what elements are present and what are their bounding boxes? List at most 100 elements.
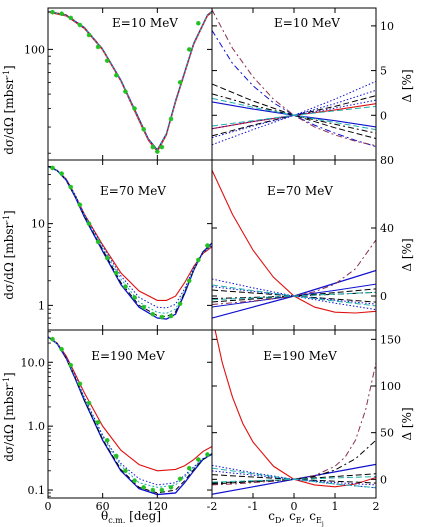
data-point	[114, 72, 119, 78]
right-ylabel-top: Δ [%]	[400, 69, 414, 102]
energy-annotation: E=70 MeV	[100, 184, 166, 198]
data-point	[168, 313, 174, 319]
data-point	[132, 295, 137, 300]
data-point	[59, 171, 64, 176]
x-tick-label: 0	[291, 500, 298, 513]
data-point	[68, 362, 74, 368]
energy-annotation: E=70 MeV	[267, 184, 333, 198]
data-point	[205, 243, 210, 248]
curve-0-1	[48, 11, 212, 153]
energy-annotation: E=10 MeV	[274, 16, 340, 30]
panel-4: 0 60 120 0.1 1.0 10.0 E=190 MeV	[21, 329, 213, 513]
plot-area-3	[212, 169, 376, 319]
y-tick-label: 0	[380, 473, 387, 486]
curve-5-3	[212, 439, 376, 484]
y-tick-label: 100	[380, 380, 401, 393]
data-point	[168, 116, 174, 122]
curve-1-11	[212, 105, 376, 127]
data-point	[155, 149, 160, 154]
y-tick-label: 100	[24, 43, 45, 56]
data-point	[95, 239, 101, 245]
y-tick-label: 10	[380, 20, 394, 33]
left-xlabel: θc.m. [deg]	[101, 509, 161, 525]
data-point	[186, 465, 192, 471]
curve-1-7	[212, 80, 376, 146]
data-point	[59, 346, 64, 352]
y-tick-label: 80	[380, 154, 394, 167]
data-point	[114, 453, 119, 459]
panel-frame	[211, 7, 377, 161]
right-ylabel-bottom: Δ [%]	[400, 407, 414, 440]
data-point	[77, 381, 83, 387]
curve-3-3	[212, 239, 376, 305]
y-tick-label: 10	[31, 218, 45, 231]
left-ylabel-bottom: dσ/dΩ [mbsr-1]	[2, 372, 16, 461]
energy-annotation: E=190 MeV	[91, 349, 165, 363]
panel-frame	[47, 7, 213, 161]
y-tick-label: 10.0	[21, 356, 46, 369]
curve-1-0	[212, 103, 376, 130]
data-point	[150, 487, 156, 493]
y-tick-label: 40	[380, 222, 394, 235]
curve-0-3	[48, 11, 212, 152]
y-tick-label: 1.0	[28, 420, 46, 433]
curve-1-4	[212, 83, 376, 140]
plot-area-4	[48, 336, 212, 496]
right-ylabel-middle: Δ [%]	[400, 238, 414, 271]
curve-1-6	[212, 93, 376, 134]
data-point	[50, 165, 55, 171]
panel-3: 0 40 80 E=70 MeV	[211, 154, 394, 331]
data-point	[196, 457, 201, 462]
curve-5-9	[212, 476, 376, 483]
data-point	[205, 452, 210, 457]
data-point	[77, 202, 83, 208]
x-tick-label: 1	[332, 500, 339, 513]
y-tick-label: 50	[380, 427, 394, 440]
data-point	[123, 89, 128, 94]
data-point	[141, 304, 146, 310]
data-point	[114, 270, 119, 276]
right-xlabel: cD, cE, cEj	[268, 509, 324, 527]
curve-4-4	[48, 336, 212, 486]
curve-0-0	[48, 10, 212, 152]
data-point	[177, 301, 183, 306]
data-point	[123, 468, 128, 474]
data-point	[50, 9, 55, 15]
data-point	[159, 487, 165, 493]
y-tick-label: 5	[380, 65, 387, 78]
curve-1-2	[212, 30, 376, 148]
x-tick-label: 2	[373, 500, 380, 513]
curve-5-2	[212, 362, 376, 486]
energy-annotation: E=10 MeV	[112, 16, 178, 30]
data-point	[86, 32, 92, 38]
curve-1-8	[212, 89, 376, 139]
data-point	[123, 284, 128, 289]
curve-4-3	[48, 336, 212, 488]
data-point	[186, 47, 192, 52]
data-point	[104, 255, 110, 261]
data-point	[68, 15, 74, 21]
energy-annotation: E=190 MeV	[263, 349, 337, 363]
panel-0: 100 E=10 MeV	[24, 7, 213, 161]
y-tick-label: 0	[380, 290, 387, 303]
curve-1-3	[212, 9, 376, 147]
data-point	[159, 144, 165, 150]
panel-5: -2 -1 0 1 2 0 50 100 150 E=190 MeV	[207, 329, 401, 513]
curve-3-1	[212, 269, 376, 319]
data-point	[186, 278, 192, 284]
x-tick-label: 60	[96, 500, 110, 513]
y-tick-label: 1	[38, 299, 45, 312]
curve-5-7	[212, 470, 376, 486]
curve-1-9	[212, 99, 376, 130]
plot-area-2	[48, 165, 212, 320]
curve-2-4	[48, 166, 212, 309]
plot-area-5	[212, 330, 376, 495]
data-point	[196, 257, 201, 263]
x-tick-label: -2	[207, 500, 218, 513]
y-tick-label: 0	[380, 109, 387, 122]
data-point	[104, 58, 110, 63]
x-tick-label: -1	[248, 500, 259, 513]
left-ylabel-middle: dσ/dΩ [mbsr-1]	[2, 210, 16, 299]
curve-3-10	[212, 291, 376, 301]
